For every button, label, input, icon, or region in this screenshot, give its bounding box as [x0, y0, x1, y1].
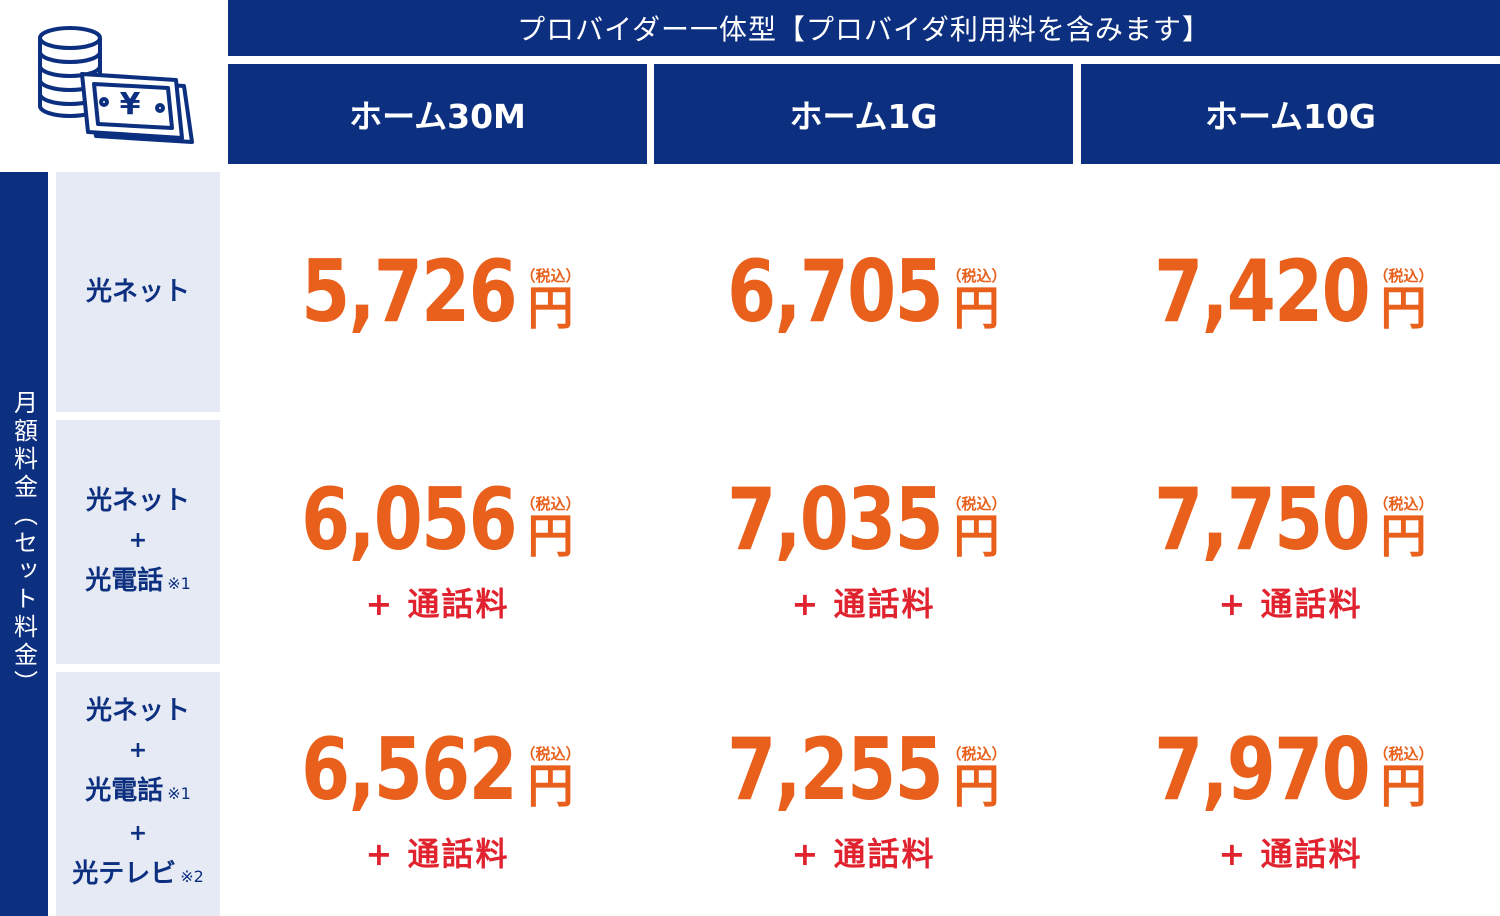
row-header-line: 光電話 ※1: [85, 776, 191, 806]
price-cell: 7,750 （税込）円 + 通話料: [1081, 420, 1500, 664]
svg-text:¥: ¥: [120, 87, 141, 122]
call-charge-note: + 通話料: [365, 835, 510, 873]
monthly-fee-side-label: 月額料金（セット料金）: [0, 172, 48, 916]
tax-included-label: （税込）: [520, 745, 581, 763]
call-charge-note: + 通話料: [791, 835, 936, 873]
tax-included-label: （税込）: [520, 495, 581, 513]
price-cell: 6,056 （税込）円 + 通話料: [228, 420, 647, 664]
row-header-line: 光ネット: [85, 277, 190, 307]
call-charge-note: + 通話料: [1218, 835, 1363, 873]
footnote-mark: ※2: [180, 867, 204, 886]
price-amount: 7,970: [1154, 720, 1372, 820]
yen-unit: 円: [1380, 281, 1427, 335]
row-header-net-phone-tv: 光ネット + 光電話 ※1 + 光テレビ ※2: [56, 672, 220, 916]
price-amount: 7,035: [727, 470, 945, 570]
call-charge-note: + 通話料: [1218, 585, 1363, 623]
price: 6,705 （税込）円: [720, 242, 1007, 342]
tax-included-label: （税込）: [946, 267, 1007, 285]
tax-included-label: （税込）: [1373, 745, 1434, 763]
row-header-plus: +: [128, 527, 148, 553]
price: 7,255 （税込）円: [720, 720, 1007, 820]
tax-included-label: （税込）: [1373, 495, 1434, 513]
yen-unit: 円: [953, 281, 1000, 335]
coins-and-yen-bill-icon: ¥: [38, 26, 194, 144]
tax-included-label: （税込）: [520, 267, 581, 285]
yen-unit: 円: [1380, 509, 1427, 563]
price: 6,056 （税込）円: [294, 470, 581, 570]
side-label-text: 月額料金（セット料金）: [9, 390, 38, 698]
plan-header-home-30m: ホーム30M: [228, 64, 647, 164]
plan-header-home-10g: ホーム10G: [1081, 64, 1500, 164]
yen-unit: 円: [527, 759, 574, 813]
price-cell: 7,970 （税込）円 + 通話料: [1081, 672, 1500, 916]
yen-unit: 円: [527, 281, 574, 335]
price-cell: 6,562 （税込）円 + 通話料: [228, 672, 647, 916]
yen-unit: 円: [953, 759, 1000, 813]
price: 6,562 （税込）円: [294, 720, 581, 820]
tax-included-label: （税込）: [946, 495, 1007, 513]
price: 7,035 （税込）円: [720, 470, 1007, 570]
row-header-plus: +: [128, 821, 148, 846]
footnote-mark: ※1: [167, 573, 191, 593]
price: 7,420 （税込）円: [1147, 242, 1434, 342]
row-header-net: 光ネット: [56, 172, 220, 412]
price: 5,726 （税込）円: [294, 242, 581, 342]
row-header-line: 光電話 ※1: [85, 565, 191, 596]
money-icon-area: ¥: [0, 0, 228, 172]
yen-unit: 円: [953, 509, 1000, 563]
price-cell: 7,035 （税込）円 + 通話料: [654, 420, 1073, 664]
price-amount: 5,726: [301, 242, 519, 342]
price: 7,970 （税込）円: [1147, 720, 1434, 820]
price-amount: 7,750: [1154, 470, 1372, 570]
provider-integrated-header: プロバイダー一体型【プロバイダ利用料を含みます】: [228, 0, 1500, 56]
row-header-net-phone: 光ネット + 光電話 ※1: [56, 420, 220, 664]
price-amount: 6,705: [727, 242, 945, 342]
price-cell: 5,726 （税込）円: [228, 172, 647, 412]
footnote-mark: ※1: [167, 784, 191, 803]
price-amount: 7,420: [1154, 242, 1372, 342]
price-amount: 6,562: [301, 720, 519, 820]
price-amount: 7,255: [727, 720, 945, 820]
call-charge-note: + 通話料: [791, 585, 936, 623]
price-cell: 7,420 （税込）円: [1081, 172, 1500, 412]
yen-unit: 円: [1380, 759, 1427, 813]
tax-included-label: （税込）: [1373, 267, 1434, 285]
price: 7,750 （税込）円: [1147, 470, 1434, 570]
price-cell: 6,705 （税込）円: [654, 172, 1073, 412]
plan-header-home-1g: ホーム1G: [654, 64, 1073, 164]
row-header-line: 光ネット: [85, 485, 190, 516]
row-header-line: 光テレビ ※2: [72, 859, 204, 889]
tax-included-label: （税込）: [946, 745, 1007, 763]
yen-unit: 円: [527, 509, 574, 563]
row-header-plus: +: [128, 738, 148, 763]
price-amount: 6,056: [301, 470, 519, 570]
price-cell: 7,255 （税込）円 + 通話料: [654, 672, 1073, 916]
row-header-line: 光ネット: [85, 696, 190, 726]
call-charge-note: + 通話料: [365, 585, 510, 623]
